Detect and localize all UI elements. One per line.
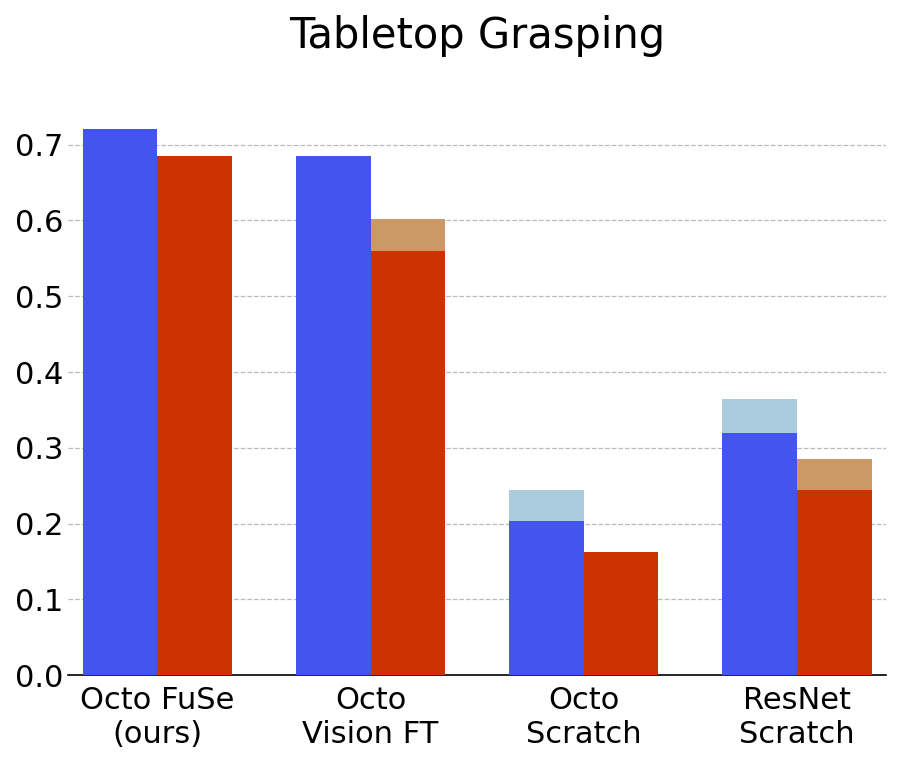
Bar xyxy=(509,520,584,675)
Bar xyxy=(584,552,659,675)
Bar xyxy=(296,156,370,675)
Bar xyxy=(509,490,584,520)
Bar xyxy=(83,129,158,675)
Title: Tabletop Grasping: Tabletop Grasping xyxy=(289,15,665,57)
Bar xyxy=(370,251,445,675)
Bar xyxy=(723,432,797,675)
Bar xyxy=(158,156,232,675)
Bar xyxy=(797,490,872,675)
Bar xyxy=(370,219,445,251)
Bar xyxy=(797,459,872,490)
Bar xyxy=(723,399,797,432)
